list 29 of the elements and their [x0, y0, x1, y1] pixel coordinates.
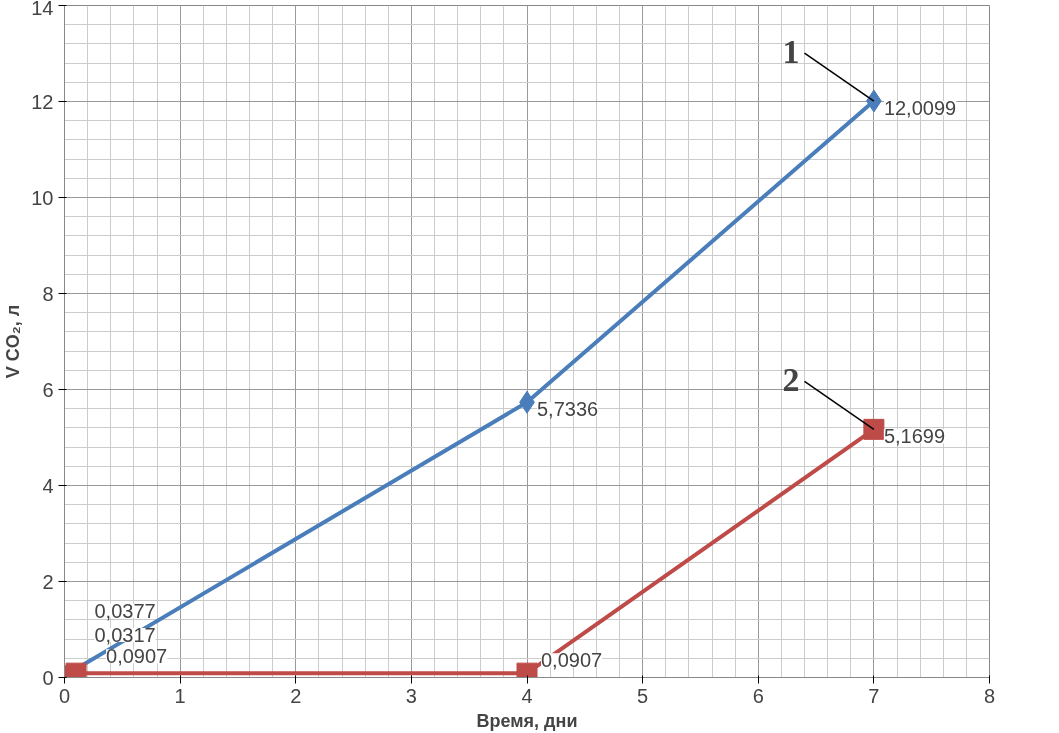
annotation: 1 — [782, 33, 800, 71]
y-tick-label: 4 — [42, 474, 54, 497]
y-tick-label: 0 — [42, 666, 54, 689]
data-label: 5,7336 — [537, 398, 599, 421]
x-tick-label: 0 — [58, 684, 71, 707]
y-tick-label: 10 — [31, 186, 54, 209]
y-tick-label: 2 — [42, 570, 54, 593]
x-tick-label: 6 — [752, 684, 764, 707]
y-tick-label: 14 — [31, 0, 54, 19]
y-tick-label: 12 — [31, 90, 54, 113]
data-label: 12,0099 — [883, 97, 957, 120]
x-tick-label: 2 — [290, 684, 302, 707]
x-tick-label: 8 — [983, 684, 996, 707]
point — [863, 418, 885, 440]
x-tick-label: 7 — [868, 684, 880, 707]
x-tick-label: 4 — [521, 684, 533, 707]
y-tick-label: 6 — [42, 378, 54, 401]
data-label: 0,0907 — [541, 649, 603, 672]
x-tick-label: 1 — [174, 684, 186, 707]
annotation: 2 — [782, 361, 800, 399]
x-tick-label: 5 — [637, 684, 649, 707]
x-tick-label: 3 — [405, 684, 417, 707]
y-tick-label: 8 — [42, 282, 54, 305]
data-label: 0,0907 — [106, 645, 168, 668]
y-axis-title: V CO₂, л — [3, 304, 24, 379]
data-label: 0,0377 — [94, 599, 156, 622]
data-label: 0,0317 — [94, 623, 156, 646]
x-axis-title: Время, дни — [476, 710, 578, 731]
data-label: 5,1699 — [883, 425, 946, 448]
